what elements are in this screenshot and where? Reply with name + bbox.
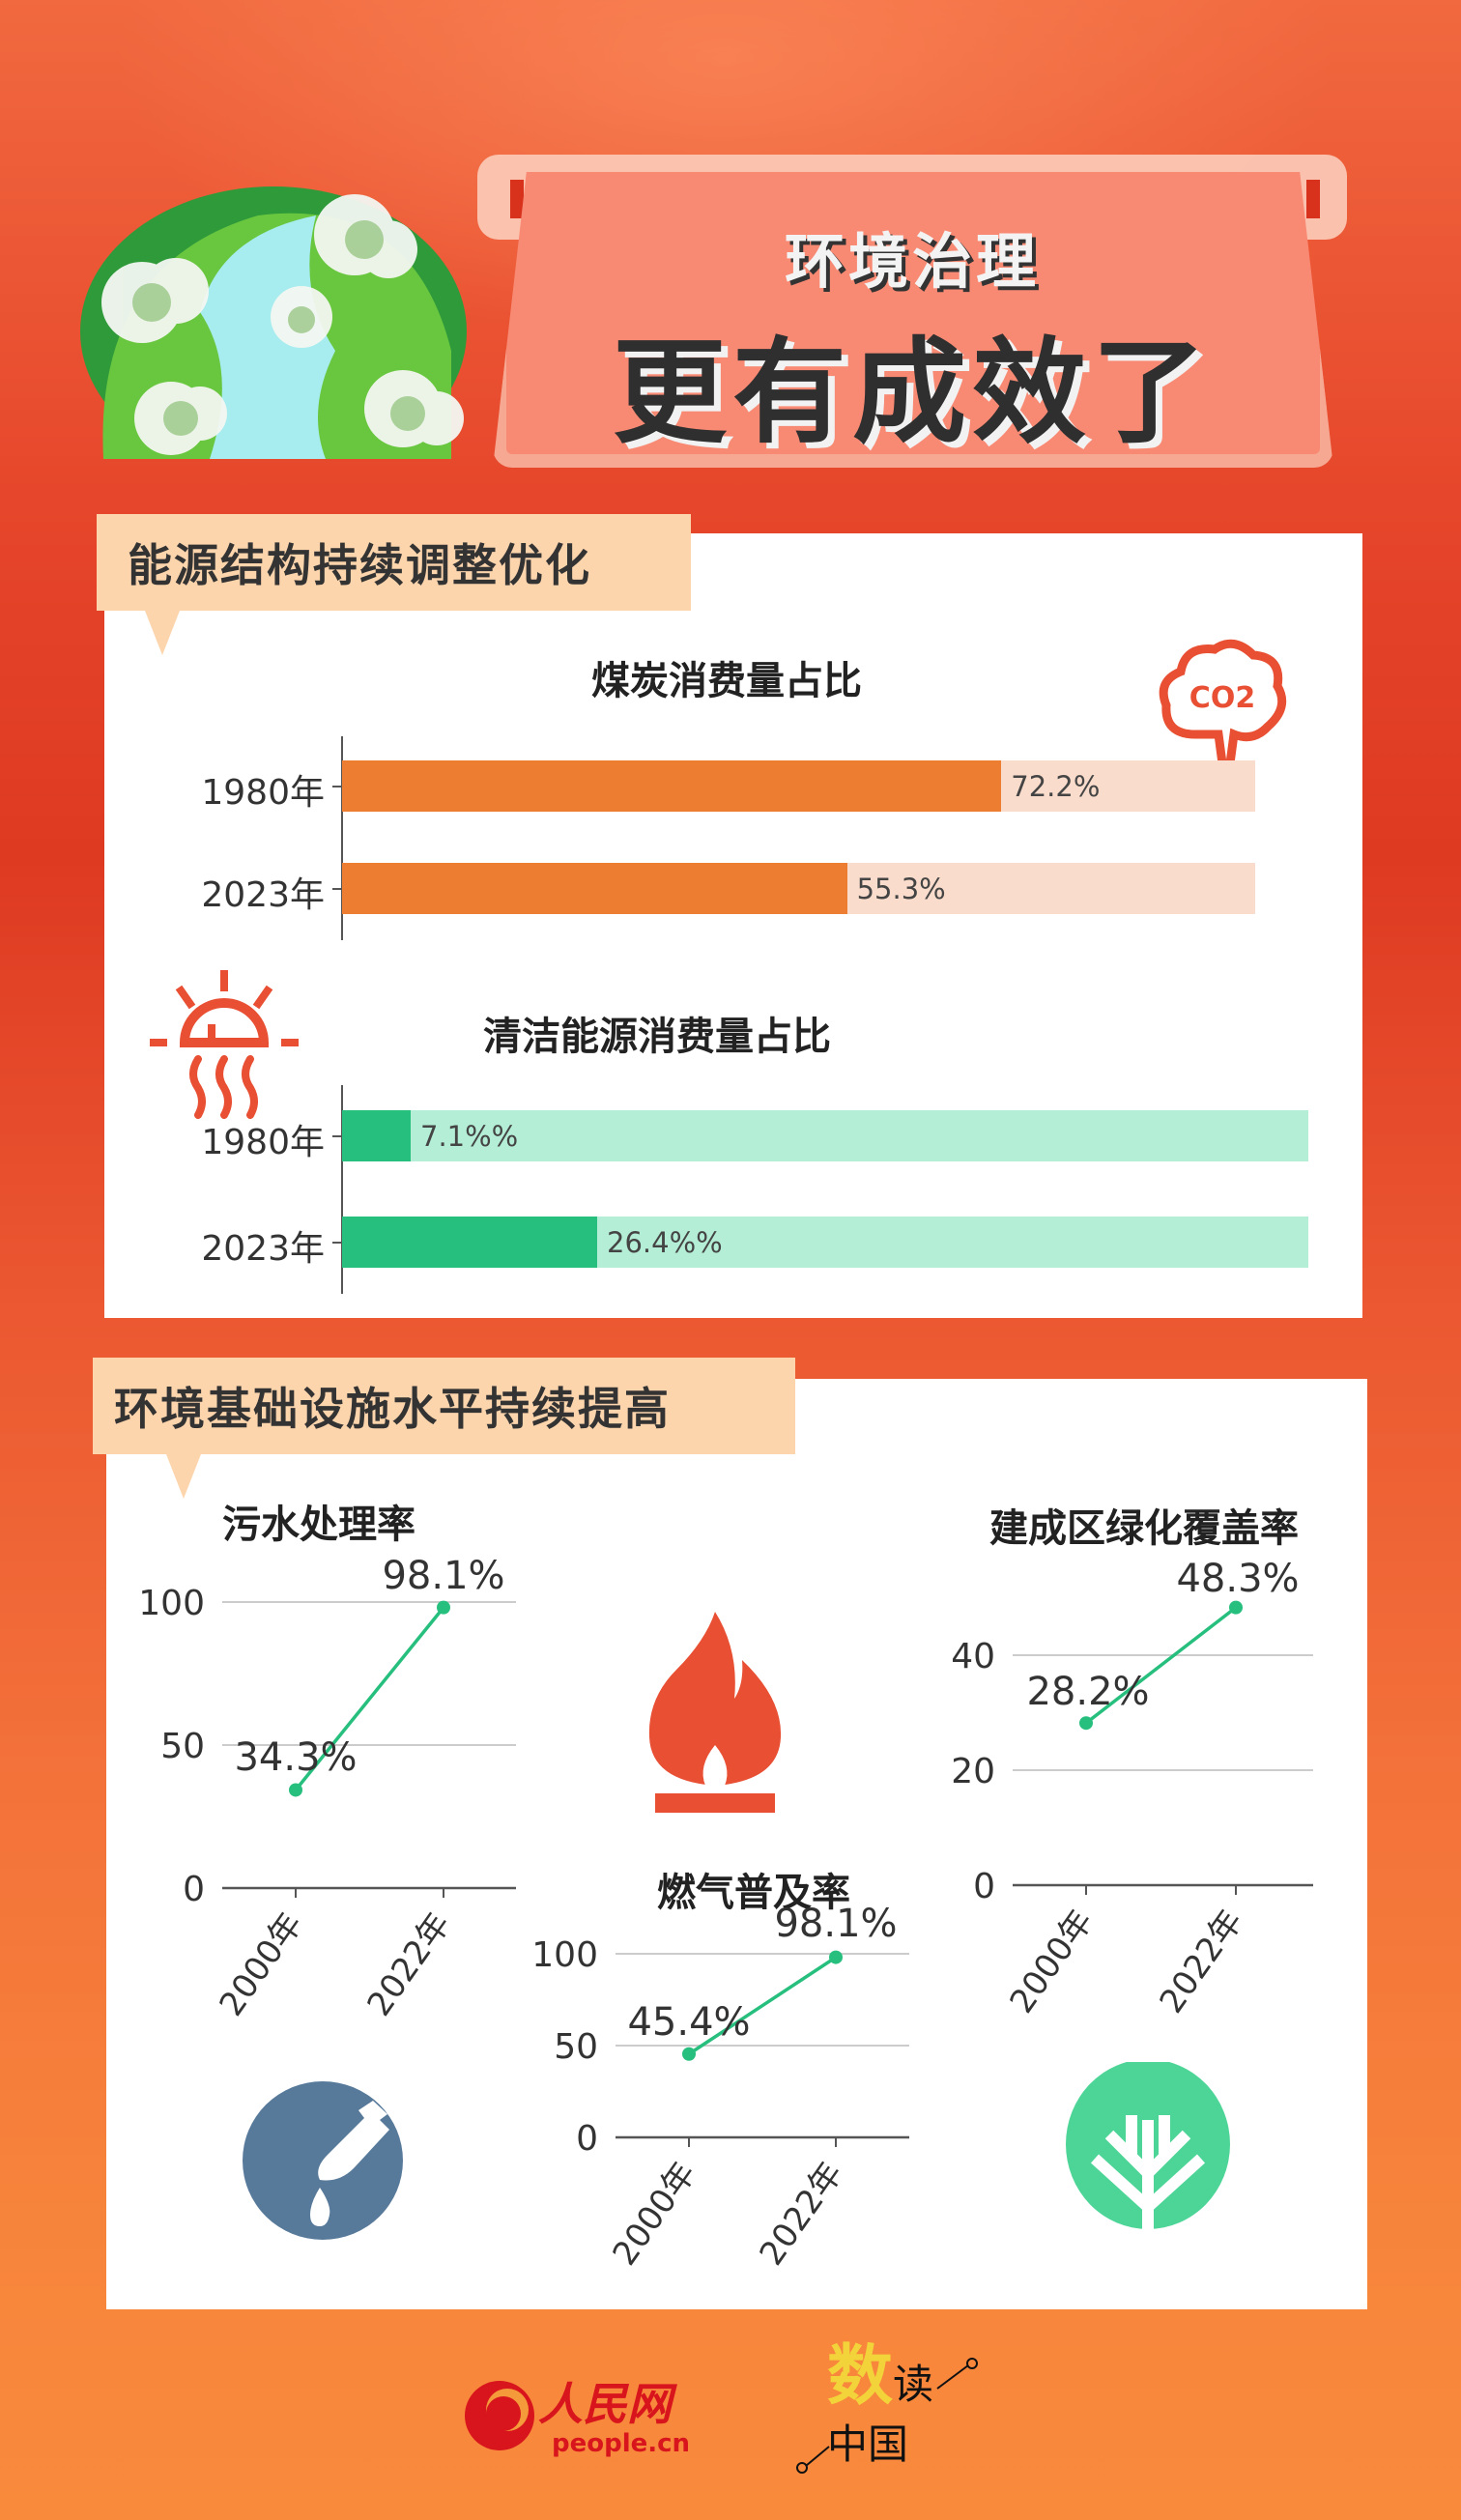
data-point (1229, 1600, 1243, 1615)
coal-chart-title: 煤炭消费量占比 (591, 659, 862, 703)
bar-tick (332, 1135, 342, 1137)
bar-track: 7.1%% (342, 1110, 1308, 1161)
y-tick-label: 50 (160, 1727, 205, 1766)
bar-category-label: 1980年 (201, 1123, 325, 1162)
data-label: 98.1% (774, 1902, 897, 1946)
clean-energy-chart-title: 清洁能源消费量占比 (483, 1015, 831, 1059)
bar-axis (341, 1085, 343, 1294)
series-line (294, 1606, 445, 1791)
bar (342, 1217, 597, 1268)
y-tick-label: 100 (138, 1584, 205, 1623)
shudu-logo-text: 数读中国 (827, 2337, 934, 2468)
bar-value-label: 7.1%% (420, 1120, 519, 1153)
bar-category-label: 2023年 (201, 875, 325, 915)
bar-tick (332, 888, 342, 890)
section-label-infrastructure: 环境基础设施水平持续提高 (93, 1358, 795, 1454)
shudu-logo-lines (796, 2358, 978, 2474)
x-tick-label: 2000年 (1002, 1903, 1101, 2020)
x-tick-label: 2022年 (752, 2155, 850, 2273)
section-label-pointer (145, 611, 180, 655)
greening-chart-title: 建成区绿化覆盖率 (989, 1506, 1299, 1551)
y-tick-label: 20 (951, 1752, 995, 1791)
people-cn-logo: 人民网 people.cn (461, 2375, 690, 2462)
co2-text: CO2 (1189, 681, 1255, 715)
bar (342, 1110, 411, 1161)
x-tick-label: 2000年 (212, 1905, 310, 2023)
y-tick-label: 0 (183, 1870, 205, 1909)
section-label-energy: 能源结构持续调整优化 (97, 514, 691, 611)
page-title: 更有成效了 (612, 326, 1212, 459)
bar-category-label: 2023年 (201, 1229, 325, 1269)
x-tick-label: 2022年 (359, 1905, 458, 2023)
sun-heat-icon (150, 970, 299, 1119)
bar-tick (332, 786, 342, 788)
y-tick-label: 0 (576, 2119, 598, 2159)
sewage-chart-title: 污水处理率 (222, 1503, 415, 1547)
data-label: 34.3% (234, 1735, 357, 1780)
y-tick-label: 40 (951, 1637, 995, 1676)
people-logo-name: 人民网 (538, 2378, 672, 2430)
data-label: 48.3% (1176, 1557, 1299, 1601)
data-point (289, 1783, 302, 1797)
tree-icon (1066, 2062, 1230, 2259)
y-tick-label: 50 (554, 2027, 598, 2067)
board-slot (510, 180, 524, 218)
gas-flame-icon (648, 1612, 782, 1813)
x-tick-label: 2022年 (1152, 1903, 1250, 2020)
series-line (1084, 1606, 1238, 1725)
y-tick-label: 0 (973, 1867, 995, 1906)
bar-axis (341, 736, 343, 940)
series-line (688, 1956, 837, 2056)
data-point (1079, 1716, 1093, 1731)
board-slot (1306, 180, 1320, 218)
data-label: 28.2% (1026, 1670, 1149, 1714)
co2-cloud-icon: CO2 (1159, 639, 1287, 765)
energy-structure-card (104, 533, 1362, 1318)
earth-illustration (80, 186, 467, 459)
people-logo-mark (465, 2381, 534, 2450)
data-label: 98.1% (382, 1554, 504, 1598)
data-point (682, 2047, 696, 2061)
bar-tick (332, 1242, 342, 1244)
bar-value-label: 72.2% (1011, 770, 1101, 803)
bar-value-label: 26.4%% (607, 1226, 723, 1259)
faucet-water-icon (243, 2081, 403, 2240)
data-point (437, 1600, 450, 1615)
bar (342, 863, 847, 914)
people-logo-url: people.cn (552, 2429, 691, 2458)
shudu-zhongguo-logo: 数读中国 (792, 2337, 986, 2476)
bar-category-label: 1980年 (201, 773, 325, 813)
page-subtitle: 环境治理 (784, 226, 1040, 297)
data-label: 45.4% (627, 2000, 750, 2045)
bar-value-label: 55.3% (856, 873, 946, 905)
section-label-pointer (166, 1454, 201, 1499)
y-tick-label: 100 (531, 1935, 598, 1975)
data-point (829, 1950, 843, 1964)
x-tick-label: 2000年 (605, 2155, 703, 2273)
bar (342, 760, 1002, 812)
gas-chart-title: 燃气普及率 (657, 1871, 850, 1915)
